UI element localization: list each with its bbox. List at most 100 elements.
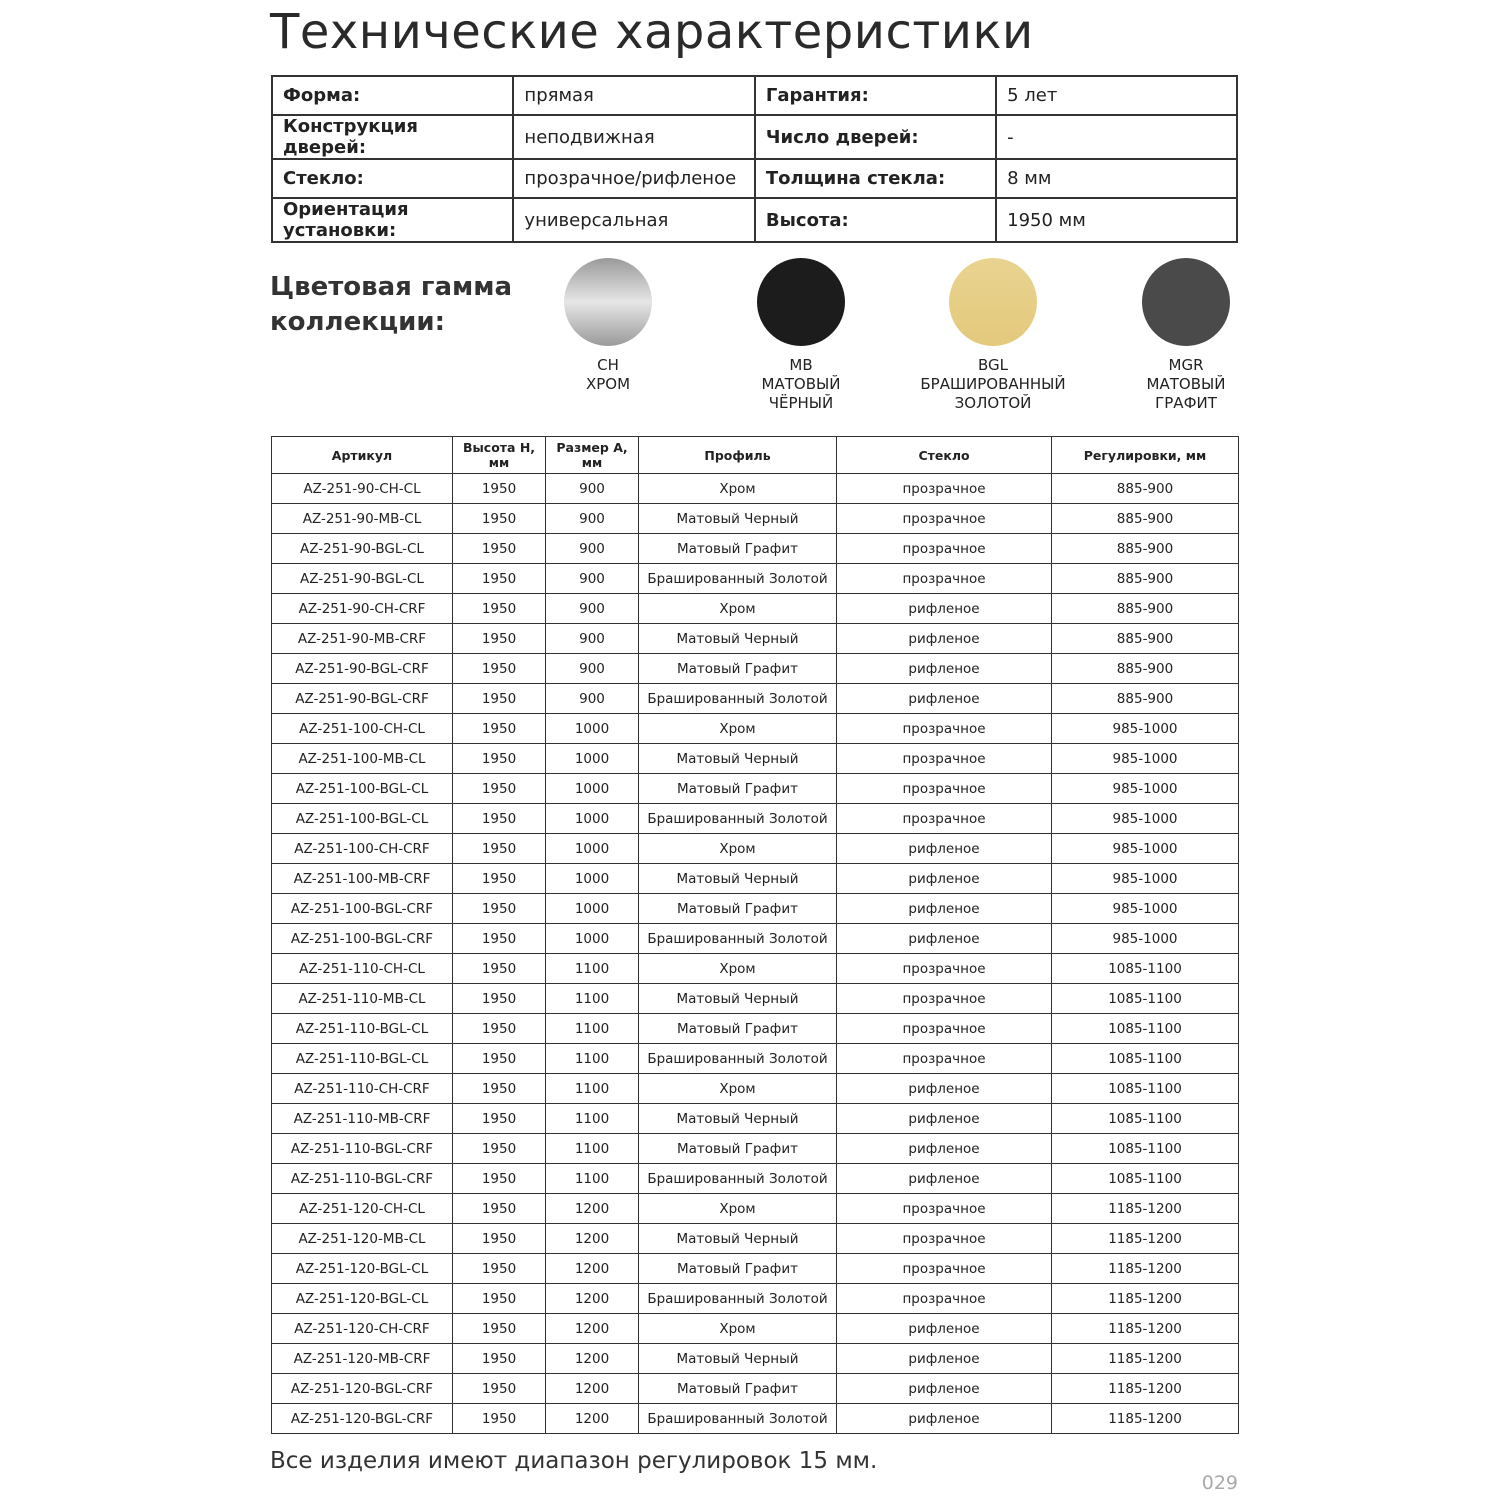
table-cell: 900: [545, 683, 639, 714]
spec-value: 8 мм: [995, 158, 1238, 199]
table-cell: 1950: [452, 503, 546, 534]
table-row: AZ-251-120-MB-CL 1950 1200 Матовый Черный пр…: [271, 1223, 1239, 1254]
column-header: Стекло: [836, 436, 1052, 474]
footnote: Все изделия имеют диапазон регулировок 1…: [270, 1448, 878, 1474]
table-cell: 885-900: [1051, 683, 1239, 714]
table-cell: прозрачное: [836, 563, 1052, 594]
color-label: MGR МАТОВЫЙ ГРАФИТ: [1096, 356, 1276, 413]
table-cell: Брашированный Золотой: [638, 683, 837, 714]
spec-value: прямая: [512, 75, 756, 116]
table-cell: AZ-251-110-BGL-CRF: [271, 1163, 453, 1194]
table-cell: 1085-1100: [1051, 953, 1239, 984]
table-cell: Матовый Черный: [638, 983, 837, 1014]
spec-row: Стекло: прозрачное/рифленое Толщина стекла…: [270, 158, 1238, 199]
table-row: AZ-251-100-BGL-CL 1950 1000 Брашированный З…: [271, 803, 1239, 834]
color-circle: [1142, 258, 1230, 346]
table-cell: 1100: [545, 1013, 639, 1044]
table-cell: AZ-251-100-MB-CL: [271, 743, 453, 774]
spec-value: 5 лет: [995, 75, 1238, 116]
table-cell: 1950: [452, 563, 546, 594]
table-cell: 985-1000: [1051, 893, 1239, 924]
table-cell: AZ-251-90-BGL-CRF: [271, 653, 453, 684]
table-cell: 1950: [452, 1103, 546, 1134]
table-cell: 1100: [545, 953, 639, 984]
table-cell: Матовый Графит: [638, 1013, 837, 1044]
table-cell: 1950: [452, 1223, 546, 1254]
table-cell: Матовый Черный: [638, 1343, 837, 1374]
table-row: AZ-251-110-BGL-CL 1950 1100 Брашированный З…: [271, 1043, 1239, 1074]
table-cell: 1950: [452, 983, 546, 1014]
table-row: AZ-251-100-MB-CL 1950 1000 Матовый Черный пр…: [271, 743, 1239, 774]
table-cell: 1950: [452, 683, 546, 714]
table-cell: 985-1000: [1051, 743, 1239, 774]
table-cell: 1085-1100: [1051, 1043, 1239, 1074]
table-cell: AZ-251-110-BGL-CL: [271, 1013, 453, 1044]
table-row: AZ-251-120-CH-CRF 1950 1200 Хром рифленое 118…: [271, 1313, 1239, 1344]
table-cell: 1200: [545, 1403, 639, 1434]
table-cell: 885-900: [1051, 533, 1239, 564]
table-cell: 1200: [545, 1283, 639, 1314]
table-cell: прозрачное: [836, 803, 1052, 834]
table-row: AZ-251-120-BGL-CRF 1950 1200 Брашированный …: [271, 1403, 1239, 1434]
colors-title-line: коллекции:: [270, 307, 445, 337]
table-row: AZ-251-100-CH-CRF 1950 1000 Хром рифленое 985…: [271, 833, 1239, 864]
table-cell: 1000: [545, 923, 639, 954]
table-cell: 1000: [545, 863, 639, 894]
table-cell: 900: [545, 653, 639, 684]
table-cell: 900: [545, 473, 639, 504]
table-cell: прозрачное: [836, 1043, 1052, 1074]
table-row: AZ-251-90-MB-CRF 1950 900 Матовый Черный риф…: [271, 623, 1239, 654]
spec-label: Стекло:: [270, 158, 515, 199]
table-cell: 1185-1200: [1051, 1313, 1239, 1344]
table-cell: Матовый Черный: [638, 863, 837, 894]
color-code: BGL: [977, 356, 1008, 374]
table-cell: рифленое: [836, 1073, 1052, 1104]
spec-value: прозрачное/рифленое: [512, 158, 756, 199]
table-cell: 1185-1200: [1051, 1283, 1239, 1314]
table-row: AZ-251-90-BGL-CL 1950 900 Брашированный Зол…: [271, 563, 1239, 594]
table-cell: Матовый Черный: [638, 743, 837, 774]
table-cell: рифленое: [836, 1313, 1052, 1344]
table-cell: 885-900: [1051, 503, 1239, 534]
table-row: AZ-251-90-BGL-CRF 1950 900 Матовый Графит ри…: [271, 653, 1239, 684]
table-cell: AZ-251-120-BGL-CL: [271, 1253, 453, 1284]
table-row: AZ-251-100-CH-CL 1950 1000 Хром прозрачное 98…: [271, 713, 1239, 744]
table-cell: 1000: [545, 713, 639, 744]
table-cell: AZ-251-120-MB-CL: [271, 1223, 453, 1254]
table-cell: 885-900: [1051, 473, 1239, 504]
color-label: CH ХРОМ: [518, 356, 698, 394]
table-cell: 1950: [452, 773, 546, 804]
table-cell: рифленое: [836, 1343, 1052, 1374]
table-cell: AZ-251-110-MB-CRF: [271, 1103, 453, 1134]
table-cell: 900: [545, 593, 639, 624]
table-row: AZ-251-110-CH-CRF 1950 1100 Хром рифленое 108…: [271, 1073, 1239, 1104]
spec-row: Ориентация установки: универсальная Высота…: [270, 197, 1238, 243]
spec-value: -: [995, 114, 1238, 160]
table-row: AZ-251-100-MB-CRF 1950 1000 Матовый Черный р…: [271, 863, 1239, 894]
table-cell: Матовый Черный: [638, 1103, 837, 1134]
color-swatch-ch: CH ХРОМ: [518, 258, 698, 394]
table-cell: прозрачное: [836, 473, 1052, 504]
table-cell: прозрачное: [836, 1193, 1052, 1224]
table-cell: 1950: [452, 953, 546, 984]
table-cell: 1000: [545, 833, 639, 864]
table-cell: 1100: [545, 983, 639, 1014]
spec-label: Конструкция дверей:: [270, 114, 515, 160]
color-circle: [757, 258, 845, 346]
table-cell: 1200: [545, 1223, 639, 1254]
specs-table: Форма: прямая Гарантия: 5 лет Конструкция дв…: [270, 75, 1238, 243]
table-cell: 1950: [452, 863, 546, 894]
table-cell: прозрачное: [836, 1223, 1052, 1254]
table-cell: 1085-1100: [1051, 1133, 1239, 1164]
table-cell: AZ-251-90-MB-CRF: [271, 623, 453, 654]
page-title: Технические характеристики: [270, 4, 1034, 60]
column-header: Артикул: [271, 436, 453, 474]
table-cell: 1085-1100: [1051, 1163, 1239, 1194]
color-circle: [564, 258, 652, 346]
color-label: BGL БРАШИРОВАННЫЙ ЗОЛОТОЙ: [903, 356, 1083, 413]
table-cell: 985-1000: [1051, 713, 1239, 744]
table-cell: AZ-251-100-BGL-CRF: [271, 893, 453, 924]
color-name: МАТОВЫЙ: [761, 375, 841, 393]
table-cell: Матовый Черный: [638, 503, 837, 534]
table-cell: 1085-1100: [1051, 1013, 1239, 1044]
